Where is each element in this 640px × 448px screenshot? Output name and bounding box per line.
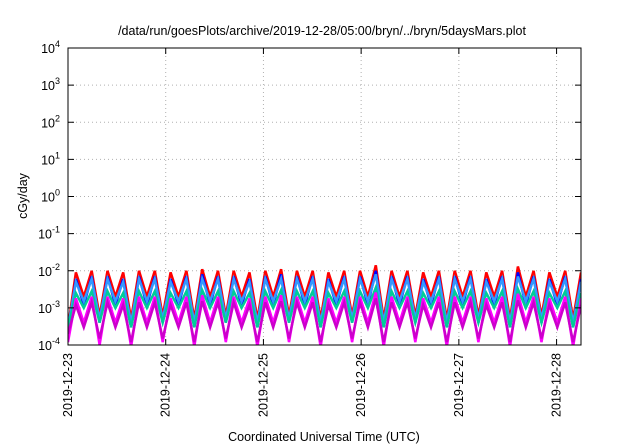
y-tick-label: 104 (41, 39, 60, 56)
x-tick-label: 2019-12-24 (159, 353, 173, 417)
y-tick-label: 100 (41, 188, 60, 205)
y-tick-label: 10-3 (38, 299, 60, 316)
y-tick-label: 101 (41, 150, 60, 167)
y-axis-label: cGy/day (16, 172, 30, 219)
series-line-6 (68, 297, 581, 343)
x-tick-label: 2019-12-27 (452, 353, 466, 417)
series-line-3 (68, 273, 581, 328)
x-tick-label: 2019-12-26 (354, 353, 368, 417)
y-tick-label: 10-4 (38, 336, 60, 353)
chart-title: /data/run/goesPlots/archive/2019-12-28/0… (118, 24, 526, 38)
x-tick-label: 2019-12-28 (550, 353, 564, 417)
y-tick-label: 103 (41, 76, 60, 93)
x-tick-label: 2019-12-23 (61, 353, 75, 417)
series-line-4 (68, 283, 581, 328)
y-tick-label: 10-2 (38, 262, 60, 279)
y-axis: 10-4 10-3 10-2 10-1 100 101 102 103 104 (38, 39, 581, 353)
y-tick-label: 102 (41, 113, 60, 130)
x-axis-label: Coordinated Universal Time (UTC) (228, 430, 420, 444)
x-axis: 2019-12-23 2019-12-24 2019-12-25 2019-12-26… (61, 48, 564, 417)
series-group (68, 264, 581, 345)
x-tick-label: 2019-12-25 (256, 353, 270, 417)
y-tick-label: 10-1 (38, 225, 60, 242)
